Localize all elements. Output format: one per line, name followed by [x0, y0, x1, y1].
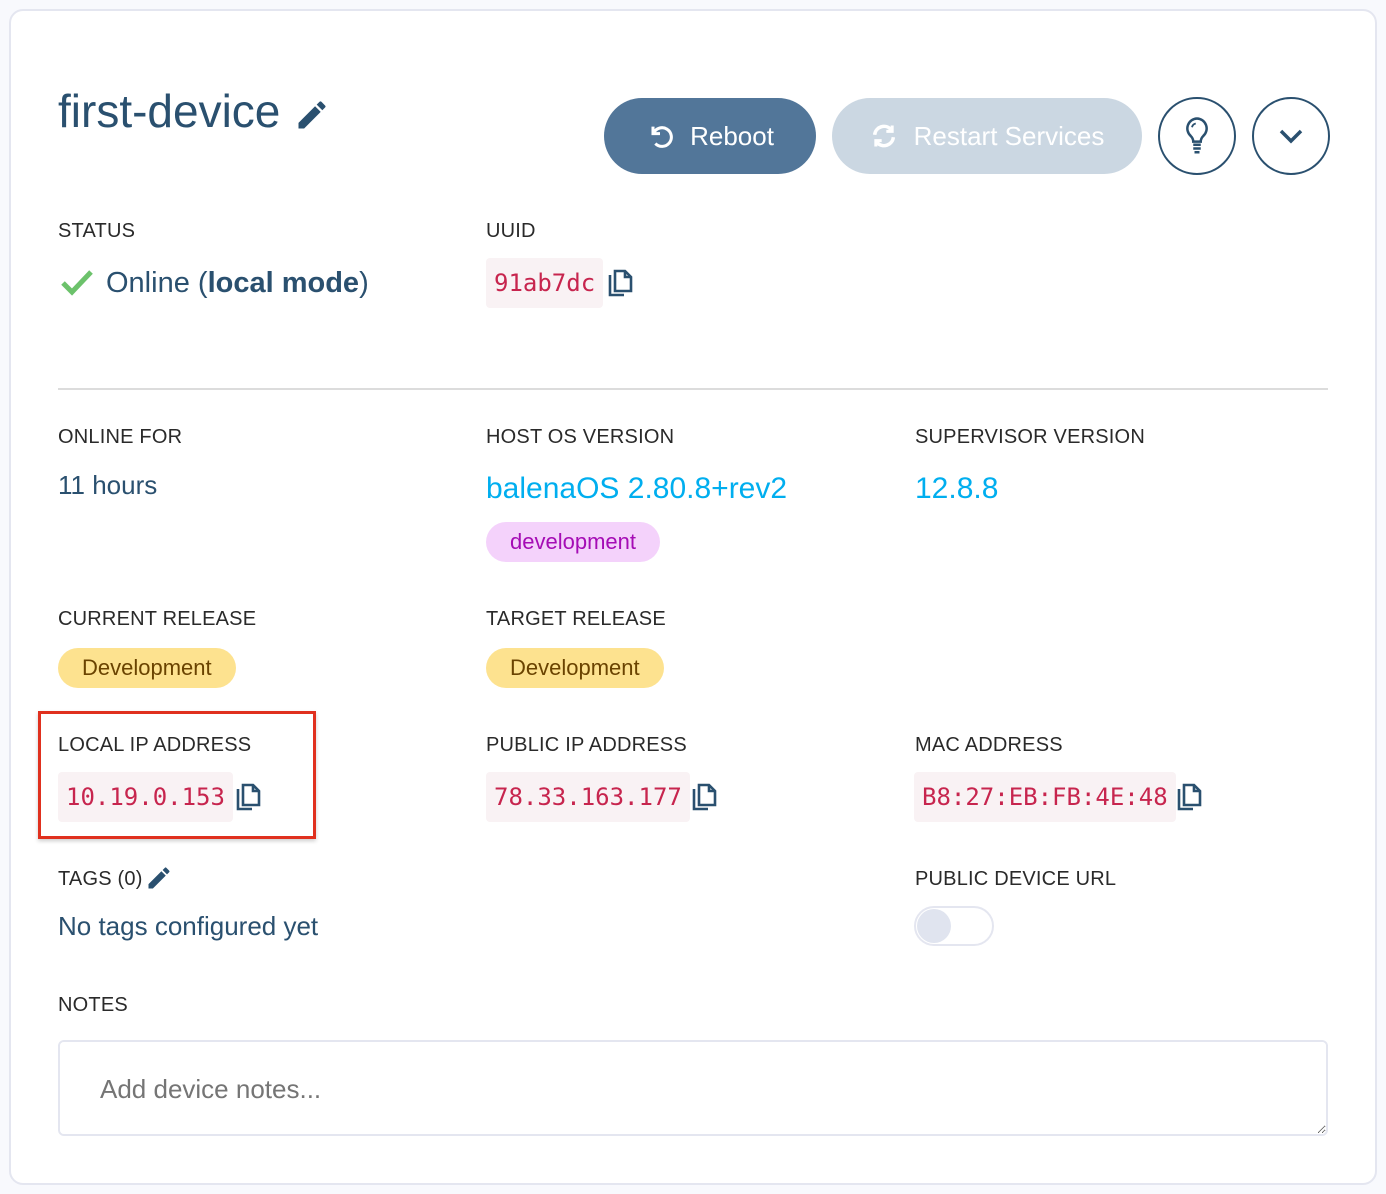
undo-icon [651, 126, 673, 148]
tags-label: TAGS (0) [58, 868, 143, 890]
reboot-button[interactable]: Reboot [604, 98, 816, 174]
diagnostics-button[interactable] [1158, 97, 1236, 175]
online-for-label: ONLINE FOR [58, 426, 183, 448]
check-icon [61, 270, 93, 296]
public-url-toggle[interactable] [914, 906, 994, 946]
mode-text: local mode [207, 267, 360, 299]
mac-value: B8:27:EB:FB:4E:48 [914, 772, 1176, 822]
public-ip-label: PUBLIC IP ADDRESS [486, 734, 687, 756]
current-release-label: CURRENT RELEASE [58, 608, 257, 630]
target-release-label: TARGET RELEASE [486, 608, 666, 630]
os-variant-badge: development [486, 522, 660, 562]
local-ip-value: 10.19.0.153 [58, 772, 233, 822]
supervisor-link[interactable]: 12.8.8 [915, 472, 999, 505]
status-value: Online (local mode) [106, 267, 369, 300]
more-actions-dropdown[interactable] [1252, 97, 1330, 175]
lightbulb-icon [1186, 117, 1208, 154]
divider [58, 388, 1328, 390]
copy-local-ip-icon[interactable] [234, 780, 262, 812]
uuid-value: 91ab7dc [486, 258, 604, 308]
chevron-down-icon [1279, 129, 1303, 144]
target-release-badge[interactable]: Development [486, 648, 664, 688]
notes-label: NOTES [58, 994, 128, 1016]
notes-input[interactable] [58, 1040, 1328, 1136]
edit-tags-icon[interactable] [145, 864, 173, 892]
copy-mac-icon[interactable] [1175, 780, 1203, 812]
sync-icon [872, 124, 895, 148]
status-text: Online [106, 267, 190, 299]
local-ip-label: LOCAL IP ADDRESS [58, 734, 252, 756]
public-ip-value: 78.33.163.177 [486, 772, 690, 822]
online-for-value: 11 hours [58, 470, 158, 500]
uuid-label: UUID [486, 220, 536, 242]
host-os-link[interactable]: balenaOS 2.80.8+rev2 [486, 472, 788, 505]
edit-name-icon[interactable] [294, 97, 330, 133]
current-release-badge[interactable]: Development [58, 648, 236, 688]
status-label: STATUS [58, 220, 136, 242]
tags-empty-text: No tags configured yet [58, 911, 319, 941]
copy-public-ip-icon[interactable] [690, 780, 718, 812]
restart-services-label: Restart Services [913, 120, 1105, 151]
copy-uuid-icon[interactable] [606, 266, 634, 298]
toggle-knob [917, 909, 951, 943]
public-url-label: PUBLIC DEVICE URL [915, 868, 1117, 890]
device-name: first-device [58, 85, 281, 137]
restart-services-button[interactable]: Restart Services [832, 98, 1142, 174]
mac-label: MAC ADDRESS [915, 734, 1063, 756]
mode-close: ) [359, 267, 369, 299]
highlight-box [38, 711, 316, 839]
host-os-label: HOST OS VERSION [486, 426, 675, 448]
mode-open: ( [197, 267, 208, 299]
reboot-label: Reboot [690, 120, 774, 151]
supervisor-label: SUPERVISOR VERSION [915, 426, 1145, 448]
device-summary-card [9, 9, 1377, 1185]
